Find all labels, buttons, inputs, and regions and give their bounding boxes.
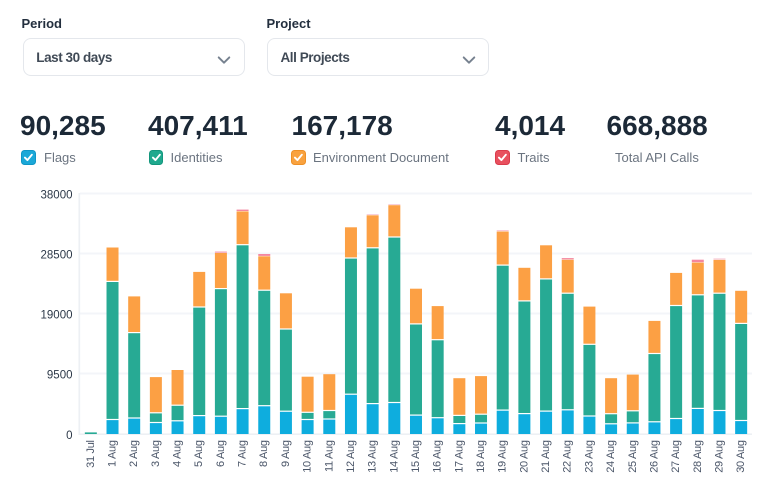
svg-text:20 Aug: 20 Aug [518,440,530,473]
svg-text:28 Aug: 28 Aug [692,440,704,473]
svg-text:25 Aug: 25 Aug [627,440,639,473]
svg-text:6 Aug: 6 Aug [215,440,227,467]
svg-text:0: 0 [66,430,72,442]
svg-text:9500: 9500 [47,370,73,382]
svg-text:19000: 19000 [41,310,73,322]
svg-text:15 Aug: 15 Aug [410,440,422,473]
svg-text:1 Aug: 1 Aug [107,440,119,467]
svg-text:14 Aug: 14 Aug [388,440,400,473]
svg-text:22 Aug: 22 Aug [562,440,574,473]
svg-text:13 Aug: 13 Aug [367,440,379,473]
svg-text:10 Aug: 10 Aug [302,440,314,473]
svg-text:3 Aug: 3 Aug [150,440,162,467]
svg-text:29 Aug: 29 Aug [713,440,725,473]
svg-text:8 Aug: 8 Aug [258,440,270,467]
svg-text:2 Aug: 2 Aug [128,440,140,467]
svg-text:9 Aug: 9 Aug [280,440,292,467]
svg-text:18 Aug: 18 Aug [475,440,487,473]
svg-text:5 Aug: 5 Aug [193,440,205,467]
svg-text:7 Aug: 7 Aug [237,440,249,467]
svg-text:11 Aug: 11 Aug [323,440,335,472]
svg-text:19 Aug: 19 Aug [497,440,509,473]
svg-text:21 Aug: 21 Aug [540,440,552,473]
svg-text:31 Jul: 31 Jul [85,440,97,468]
svg-text:12 Aug: 12 Aug [345,440,357,473]
svg-text:26 Aug: 26 Aug [648,440,660,473]
svg-text:23 Aug: 23 Aug [583,440,595,473]
svg-text:27 Aug: 27 Aug [670,440,682,473]
svg-text:38000: 38000 [41,190,73,202]
svg-text:17 Aug: 17 Aug [453,440,465,473]
svg-text:4 Aug: 4 Aug [172,440,184,467]
svg-text:24 Aug: 24 Aug [605,440,617,473]
svg-text:16 Aug: 16 Aug [432,440,444,473]
svg-text:28500: 28500 [41,250,73,262]
svg-text:30 Aug: 30 Aug [735,440,747,473]
